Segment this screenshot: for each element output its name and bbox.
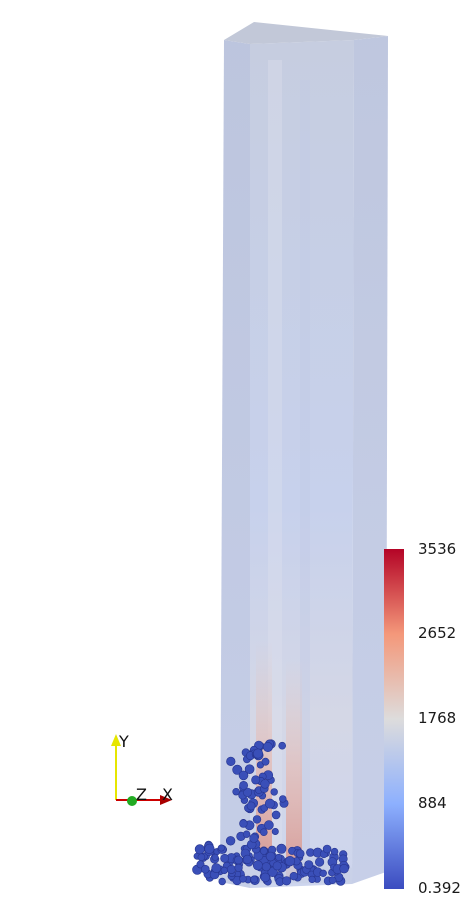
particle [242, 830, 251, 838]
particle [232, 764, 243, 775]
particle [275, 853, 283, 862]
particle [226, 864, 236, 874]
particle [272, 861, 282, 871]
particle [295, 849, 305, 859]
z-axis-label: Z [136, 785, 147, 804]
particle [204, 843, 215, 854]
colorbar-label-3: 1768 [418, 709, 457, 727]
column-left-face [220, 40, 250, 888]
particle [252, 815, 262, 824]
z-axis-marker [127, 796, 137, 806]
particle [282, 876, 292, 886]
particle [271, 810, 281, 820]
particle [244, 764, 255, 775]
particle [322, 844, 332, 854]
particle [239, 875, 247, 883]
column-top-face [224, 22, 388, 44]
temperature-plume-right [286, 660, 302, 880]
colorbar-max-label: 3536 [418, 540, 457, 558]
particle [319, 869, 327, 877]
particle [217, 844, 225, 852]
particle [284, 855, 296, 867]
particle [251, 775, 261, 785]
particle [220, 866, 228, 875]
particle [242, 787, 253, 797]
particle [211, 853, 219, 861]
fluid-column [196, 22, 388, 888]
particle [232, 787, 240, 796]
colorbar-label-2: 2652 [418, 624, 457, 642]
particle [271, 827, 279, 835]
colorbar-label-4: 884 [418, 794, 447, 812]
particle [260, 779, 270, 789]
particle [330, 847, 339, 856]
column-right-face [352, 36, 388, 884]
x-axis-arrow [160, 795, 172, 805]
x-axis-label: X [162, 785, 173, 804]
particle [239, 781, 248, 790]
particle [260, 872, 271, 883]
colorbar-min-label: 0.392 [418, 879, 461, 897]
particle [220, 853, 230, 863]
particle [197, 853, 206, 862]
column-front-face [250, 40, 354, 888]
particle [253, 748, 264, 759]
colorbar-gradient [384, 549, 404, 889]
particle [226, 756, 236, 767]
particle [259, 847, 268, 855]
particle [265, 851, 276, 862]
particle [234, 863, 243, 873]
particle [218, 877, 226, 886]
particle [238, 770, 249, 781]
particle [328, 876, 337, 885]
particle [261, 757, 270, 766]
particle [278, 741, 287, 750]
particle [242, 854, 252, 865]
y-axis-arrow [111, 734, 121, 746]
particle [225, 836, 236, 846]
particle [239, 819, 248, 828]
particle [259, 828, 268, 837]
particle [250, 875, 259, 884]
particle [315, 857, 325, 867]
particle-cluster [192, 739, 350, 887]
particle [270, 788, 278, 796]
particle [276, 843, 287, 854]
particle [211, 863, 222, 873]
particle [279, 795, 287, 803]
particle [261, 862, 271, 872]
particle [264, 798, 275, 809]
particle [339, 863, 349, 874]
particle [262, 741, 273, 752]
orientation-axes [111, 734, 172, 806]
particle [234, 855, 243, 865]
particle [264, 820, 274, 830]
particle [249, 833, 259, 843]
y-axis-label: Y [119, 732, 129, 751]
particle [252, 860, 263, 871]
particle [201, 864, 210, 874]
particle [304, 860, 314, 870]
particle [194, 844, 205, 855]
particle [308, 875, 316, 884]
particle [246, 801, 256, 811]
particle [289, 871, 298, 881]
